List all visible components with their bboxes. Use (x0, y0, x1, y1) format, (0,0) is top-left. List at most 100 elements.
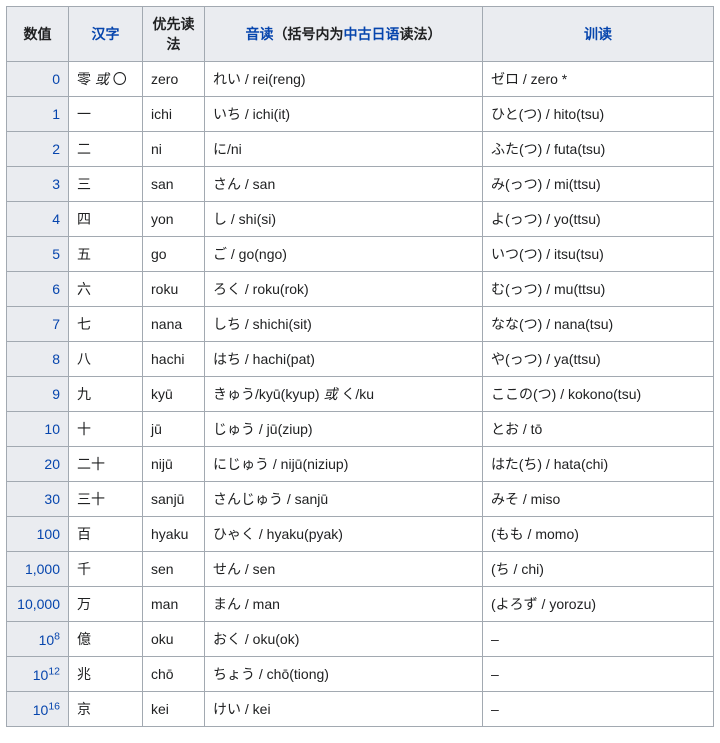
cell-on: じゅう / jū(ziup) (205, 412, 483, 447)
cell-num: 100 (7, 517, 69, 552)
kunyomi-link[interactable]: 训读 (584, 26, 612, 42)
cell-kun: (もも / momo) (483, 517, 714, 552)
number-link[interactable]: 30 (44, 491, 60, 507)
number-link[interactable]: 1 (52, 106, 60, 122)
cell-on: さん / san (205, 167, 483, 202)
cell-kanji: 万 (69, 587, 143, 622)
table-row: 3三sanさん / sanみ(っつ) / mi(ttsu) (7, 167, 714, 202)
cell-pref: hyaku (143, 517, 205, 552)
number-link[interactable]: 0 (52, 71, 60, 87)
cell-on: ちょう / chō(tiong) (205, 657, 483, 692)
number-link[interactable]: 100 (37, 526, 60, 542)
table-row: 9九kyūきゅう/kyū(kyup) 或 く/kuここの(つ) / kokono… (7, 377, 714, 412)
cell-kanji: 零 或 〇 (69, 62, 143, 97)
table-row: 100 百hyakuひゃく / hyaku(pyak)(もも / momo) (7, 517, 714, 552)
cell-kun: ゼロ / zero * (483, 62, 714, 97)
cell-num: 10,000 (7, 587, 69, 622)
cell-num: 3 (7, 167, 69, 202)
number-link[interactable]: 3 (52, 176, 60, 192)
cell-on: ひゃく / hyaku(pyak) (205, 517, 483, 552)
on-header-text-2: 读法） (400, 26, 442, 42)
cell-kun: (ち / chi) (483, 552, 714, 587)
cell-kanji: 八 (69, 342, 143, 377)
cell-kun: – (483, 657, 714, 692)
cell-kun: み(っつ) / mi(ttsu) (483, 167, 714, 202)
cell-on: しち / shichi(sit) (205, 307, 483, 342)
cell-num: 1012 (7, 657, 69, 692)
cell-kun: – (483, 622, 714, 657)
number-link[interactable]: 10,000 (17, 596, 60, 612)
table-row: 108億okuおく / oku(ok)– (7, 622, 714, 657)
cell-on: ろく / roku(rok) (205, 272, 483, 307)
cell-kun: とお / tō (483, 412, 714, 447)
table-row: 30三十sanjūさんじゅう / sanjūみそ / miso (7, 482, 714, 517)
number-link[interactable]: 2 (52, 141, 60, 157)
cell-on: おく / oku(ok) (205, 622, 483, 657)
cell-kanji: 一 (69, 97, 143, 132)
cell-num: 1,000 (7, 552, 69, 587)
cell-pref: sen (143, 552, 205, 587)
col-header-num: 数值 (7, 7, 69, 62)
cell-num: 1 (7, 97, 69, 132)
table-header-row: 数值 汉字 优先读法 音读（括号内为中古日语读法） 训读 (7, 7, 714, 62)
table-row: 1一ichiいち / ichi(it)ひと(つ) / hito(tsu) (7, 97, 714, 132)
number-link[interactable]: 4 (52, 211, 60, 227)
table-row: 20二十nijūにじゅう / nijū(niziup)はた(ち) / hata(… (7, 447, 714, 482)
cell-pref: hachi (143, 342, 205, 377)
cell-pref: san (143, 167, 205, 202)
cell-num: 0 (7, 62, 69, 97)
cell-kun: ここの(つ) / kokono(tsu) (483, 377, 714, 412)
cell-num: 2 (7, 132, 69, 167)
cell-num: 1016 (7, 692, 69, 727)
cell-num: 6 (7, 272, 69, 307)
cell-kun: – (483, 692, 714, 727)
col-header-pref: 优先读法 (143, 7, 205, 62)
cell-kanji: 千 (69, 552, 143, 587)
middle-japanese-link[interactable]: 中古日语 (344, 26, 400, 42)
cell-pref: kei (143, 692, 205, 727)
cell-num: 30 (7, 482, 69, 517)
table-row: 10十jūじゅう / jū(ziup)とお / tō (7, 412, 714, 447)
japanese-numbers-table: 数值 汉字 优先读法 音读（括号内为中古日语读法） 训读 0零 或 〇zeroれ… (6, 6, 714, 727)
table-row: 1,000千senせん / sen(ち / chi) (7, 552, 714, 587)
number-link[interactable]: 5 (52, 246, 60, 262)
cell-kanji: 百 (69, 517, 143, 552)
kanji-link[interactable]: 汉字 (92, 26, 120, 42)
cell-kun: なな(つ) / nana(tsu) (483, 307, 714, 342)
cell-kun: (よろず / yorozu) (483, 587, 714, 622)
onyomi-link[interactable]: 音读 (246, 26, 274, 42)
cell-kun: はた(ち) / hata(chi) (483, 447, 714, 482)
number-link[interactable]: 1012 (33, 667, 60, 683)
cell-kun: ふた(つ) / futa(tsu) (483, 132, 714, 167)
number-link[interactable]: 8 (52, 351, 60, 367)
number-link[interactable]: 10 (44, 421, 60, 437)
cell-num: 10 (7, 412, 69, 447)
number-link[interactable]: 7 (52, 316, 60, 332)
number-link[interactable]: 1,000 (25, 561, 60, 577)
cell-num: 8 (7, 342, 69, 377)
cell-pref: ni (143, 132, 205, 167)
cell-kanji: 五 (69, 237, 143, 272)
table-row: 4四yonし / shi(si)よ(っつ) / yo(ttsu) (7, 202, 714, 237)
cell-on: いち / ichi(it) (205, 97, 483, 132)
cell-kanji: 三 (69, 167, 143, 202)
cell-pref: nijū (143, 447, 205, 482)
cell-num: 4 (7, 202, 69, 237)
cell-on: ご / go(ngo) (205, 237, 483, 272)
number-link[interactable]: 108 (39, 632, 60, 648)
cell-pref: ichi (143, 97, 205, 132)
cell-num: 20 (7, 447, 69, 482)
cell-kanji: 二 (69, 132, 143, 167)
cell-on: れい / rei(reng) (205, 62, 483, 97)
cell-pref: yon (143, 202, 205, 237)
cell-on: きゅう/kyū(kyup) 或 く/ku (205, 377, 483, 412)
number-link[interactable]: 20 (44, 456, 60, 472)
number-link[interactable]: 9 (52, 386, 60, 402)
cell-kun: や(っつ) / ya(ttsu) (483, 342, 714, 377)
cell-on: し / shi(si) (205, 202, 483, 237)
cell-kun: いつ(つ) / itsu(tsu) (483, 237, 714, 272)
number-link[interactable]: 6 (52, 281, 60, 297)
number-link[interactable]: 1016 (33, 702, 60, 718)
cell-pref: sanjū (143, 482, 205, 517)
cell-kanji: 三十 (69, 482, 143, 517)
